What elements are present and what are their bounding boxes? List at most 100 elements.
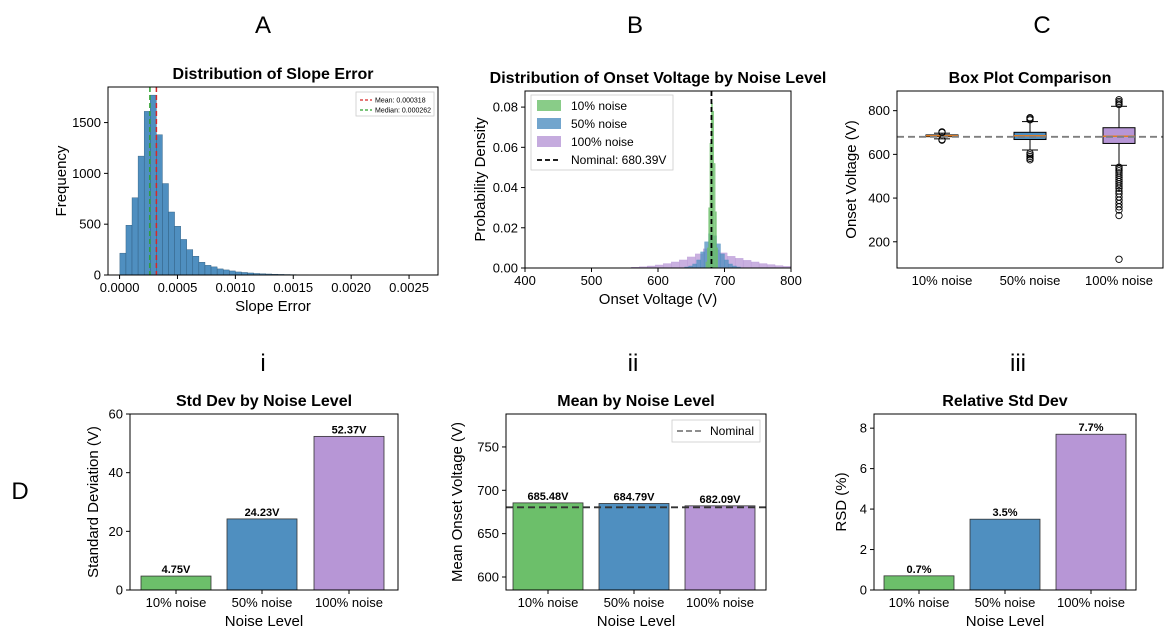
bar-value-label: 52.37V [332,424,368,436]
x-tick-label: 0.0015 [273,280,313,295]
outlier-point [1115,187,1123,195]
density-bar [750,261,760,269]
y-tick-label: 40 [109,465,123,480]
bar [1055,433,1127,591]
plot-frame [505,413,767,591]
bar-value-label: 4.75V [162,564,191,576]
bar [684,505,756,591]
y-tick-label: 600 [868,147,890,162]
legend-mean-label: Mean: 0.000318 [375,98,426,105]
bar-value-label: 24.23V [245,507,281,519]
panel-label-iii: iii [1010,350,1026,377]
density-bar [679,259,688,269]
bar [883,575,955,591]
bar-value-label: 682.09V [700,494,742,506]
plot-frame [129,413,399,591]
density-bar [766,264,776,269]
density-bar [705,261,708,269]
outlier-point [1115,190,1123,198]
chart-box-plot-comparison: 10% noise 50% noise 100% noise 200 400 600 800… [843,70,1164,288]
density-bar [742,260,752,269]
y-tick-label: 2 [860,542,867,557]
chart-slope-error-histogram: 0.0000 0.0005 0.0010 0.0015 0.0020 0.0025 0 500… [53,66,439,315]
histogram-bar [137,155,145,276]
x-axis-label: Noise Level [966,613,1044,630]
density-bar [712,110,715,269]
outlier-point [1115,163,1123,171]
chart-onset-voltage-density: 400 500 600 700 800 0.00 0.02 0.04 0.06 0.08 10% n… [472,70,826,308]
panel-label-d: D [11,478,28,505]
legend-box [671,419,761,443]
panel-label-b: B [627,12,643,39]
y-tick-label: 4 [860,502,867,517]
histogram-bar [168,211,175,276]
legend-box [355,91,435,117]
plot-frame [896,90,1164,269]
x-tick-label: 50% noise [975,595,1036,610]
legend-label: Nominal: 680.39V [571,153,666,167]
x-tick-label: 400 [514,273,536,288]
x-tick-label: 50% noise [232,595,293,610]
plot-frame [107,86,439,276]
x-tick-label: 700 [714,273,736,288]
y-tick-label: 0 [94,268,101,283]
x-tick-label: 0.0010 [215,280,255,295]
y-axis-label: Onset Voltage (V) [843,120,860,238]
bar-value-label: 685.48V [528,491,570,503]
x-tick-label: 10% noise [912,273,973,288]
y-tick-label: 700 [477,483,499,498]
x-tick-label: 100% noise [1057,595,1125,610]
density-bar [758,263,768,269]
histogram-bar [186,249,194,276]
outlier-point [1026,114,1034,122]
chart-std-dev-by-noise: 4.75V 10% noise 24.23V 50% noise 52.37V 100% … [85,393,399,630]
panel-label-c: C [1033,12,1050,39]
y-tick-label: 20 [109,524,123,539]
density-bar [671,261,680,269]
chart-title: Box Plot Comparison [949,70,1112,87]
histogram-bar [204,265,212,276]
y-tick-label: 0.00 [493,261,518,276]
density-bar [713,163,716,269]
panel-label-ii: ii [628,350,639,377]
bar [512,502,584,591]
density-bar [728,263,733,269]
density-bar [692,263,697,269]
histogram-bar [210,266,218,276]
outlier-point [1115,255,1123,263]
y-axis-label: Mean Onset Voltage (V) [449,422,466,582]
histogram-bar [229,270,236,276]
y-tick-label: 0 [116,583,123,598]
x-tick-label: 50% noise [604,595,665,610]
x-tick-label: 50% noise [1000,273,1061,288]
density-bar [696,259,701,269]
histogram-bar [150,94,157,276]
histogram-bar [156,134,163,276]
chart-title: Std Dev by Noise Level [176,393,352,410]
y-tick-label: 0.02 [493,220,518,235]
x-tick-label: 100% noise [686,595,754,610]
x-tick-label: 0.0005 [158,280,198,295]
y-tick-label: 6 [860,461,867,476]
x-axis-label: Onset Voltage (V) [599,291,717,308]
outlier-point [1115,96,1123,104]
y-tick-label: 0.08 [493,100,518,115]
y-tick-label: 1000 [72,166,101,181]
x-tick-label: 500 [581,273,603,288]
chart-title: Distribution of Onset Voltage by Noise L… [490,70,827,87]
bar [140,575,212,591]
density-bar [720,253,725,269]
y-tick-label: 650 [477,526,499,541]
y-tick-label: 0 [860,583,867,598]
density-bar [663,263,672,269]
y-tick-label: 500 [79,217,101,232]
bar [313,435,385,591]
chart-title: Distribution of Slope Error [173,66,374,83]
y-tick-label: 750 [477,439,499,454]
outlier-point [1115,169,1123,177]
panel-label-i: i [260,350,265,377]
x-axis-label: Noise Level [225,613,303,630]
y-tick-label: 0.04 [493,180,518,195]
histogram-bar [223,269,230,276]
